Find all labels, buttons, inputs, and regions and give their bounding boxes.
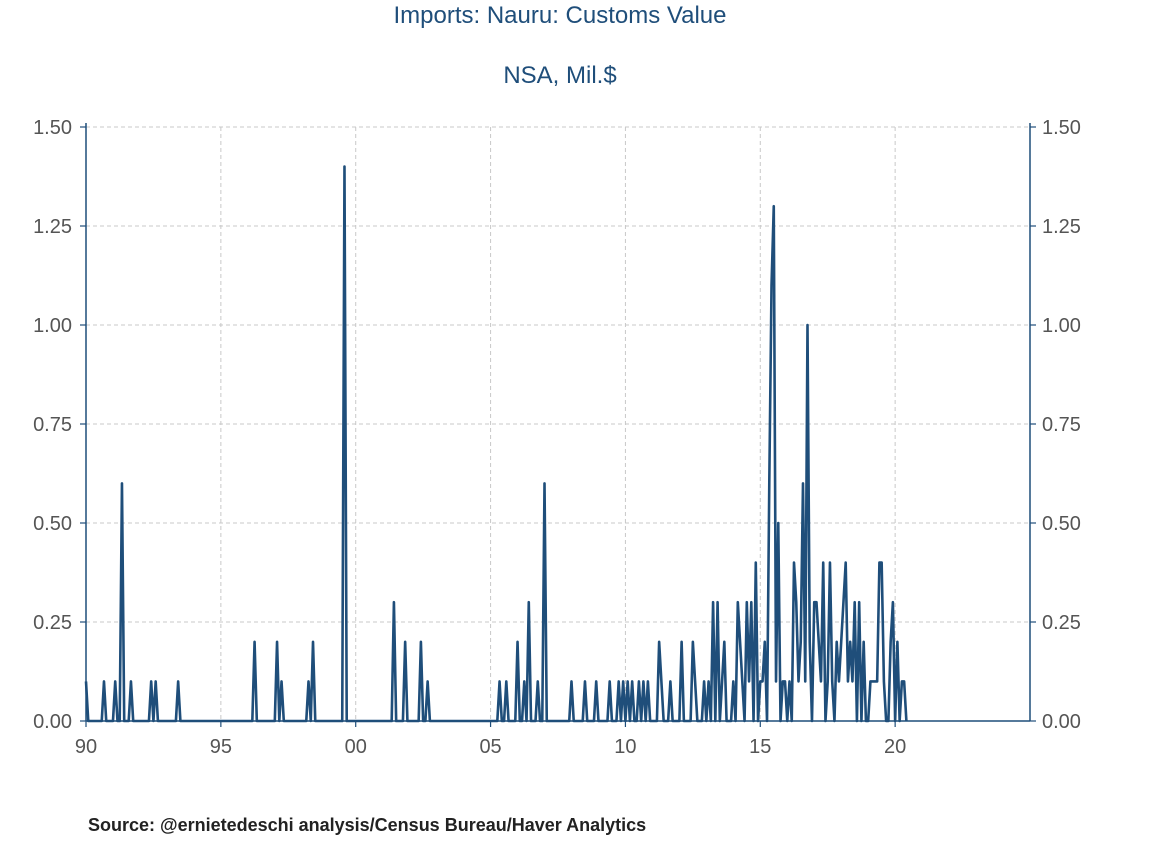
- x-axis-ticks: 90 95 00 05 10 15 20: [75, 721, 906, 758]
- series-line-0: [84, 165, 908, 723]
- y-tick-label-left-0: 0.00: [33, 711, 72, 733]
- chart-title: Imports: Nauru: Customs Value: [393, 2, 727, 29]
- x-tick-label-5: 15: [749, 736, 771, 758]
- y-tick-label-right-4: 1.00: [1042, 315, 1081, 337]
- y-tick-label-left-1: 0.25: [33, 612, 72, 634]
- y-axis-ticks: 0.00 0.00 0.25 0.25 0.50 0.50 0.75 0.75 1.00 1.00…: [33, 117, 1081, 733]
- x-tick-label-0: 90: [75, 736, 97, 758]
- series-group: [84, 165, 908, 723]
- chart-subtitle: NSA, Mil.$: [503, 62, 617, 89]
- gridlines: [86, 126, 1030, 721]
- x-tick-label-6: 20: [884, 736, 906, 758]
- y-tick-label-right-6: 1.50: [1042, 117, 1081, 139]
- source-note: Source: @ernietedeschi analysis/Census B…: [88, 815, 647, 835]
- y-tick-label-left-2: 0.50: [33, 513, 72, 535]
- y-tick-label-right-2: 0.50: [1042, 513, 1081, 535]
- y-tick-label-right-0: 0.00: [1042, 711, 1081, 733]
- y-tick-label-right-5: 1.25: [1042, 216, 1081, 238]
- x-tick-label-2: 00: [345, 736, 367, 758]
- y-tick-label-left-4: 1.00: [33, 315, 72, 337]
- line-chart: 90 95 00 05 10 15 20 0.00 0.000.25 0.250.50 0.500…: [33, 117, 1081, 758]
- y-tick-label-left-5: 1.25: [33, 216, 72, 238]
- y-tick-label-left-3: 0.75: [33, 414, 72, 436]
- x-tick-label-1: 95: [210, 736, 232, 758]
- y-tick-label-right-1: 0.25: [1042, 612, 1081, 634]
- x-tick-label-3: 05: [479, 736, 501, 758]
- y-tick-label-right-3: 0.75: [1042, 414, 1081, 436]
- y-tick-label-left-6: 1.50: [33, 117, 72, 139]
- axes: [85, 123, 1031, 722]
- x-tick-label-4: 10: [614, 736, 636, 758]
